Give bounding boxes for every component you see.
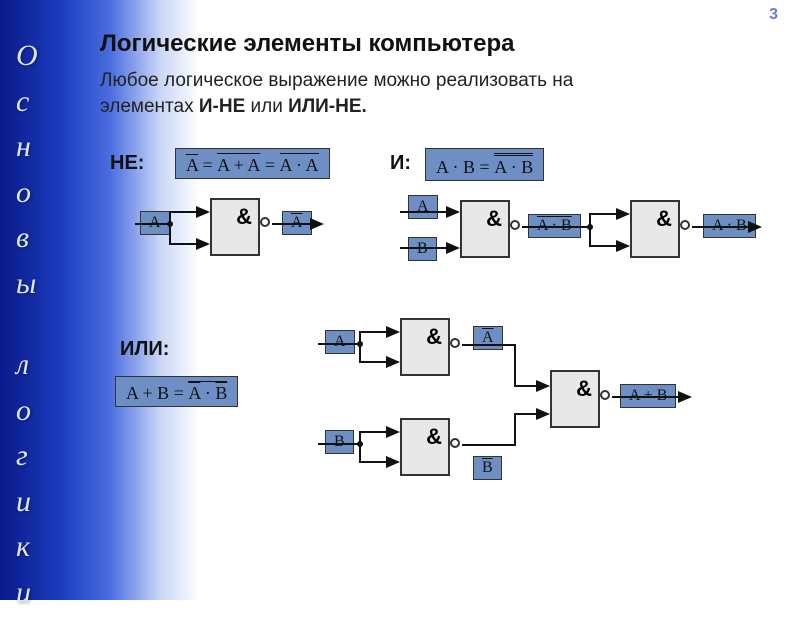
sidebar-letter: о (16, 395, 38, 427)
section-and: И: (390, 152, 411, 175)
formula-and: A · B = A · B (425, 148, 544, 181)
sig-A: A (408, 195, 438, 219)
subtitle-text: или (245, 96, 288, 117)
gate-and1: & (460, 200, 510, 258)
junction-dot (587, 224, 593, 230)
sidebar-letter: л (16, 349, 38, 381)
sidebar-letter: и (16, 486, 38, 518)
sig-Abar: A (473, 326, 503, 350)
sidebar-letter: ы (16, 268, 38, 300)
sig-ApB: A + B (620, 384, 676, 408)
junction-dot (167, 221, 173, 227)
bubble-icon (450, 338, 460, 348)
section-or: ИЛИ: (120, 338, 169, 361)
sig-B: B (325, 430, 354, 454)
sig-Bbar: B (473, 456, 502, 480)
bubble-icon (260, 217, 270, 227)
sig-A: A (325, 330, 355, 354)
sidebar-letter: н (16, 131, 38, 163)
sidebar-letter: с (16, 86, 38, 118)
gate-or-bot: & (400, 418, 450, 476)
sidebar-letter: г (16, 440, 38, 472)
gate-or-out: & (550, 370, 600, 428)
sig-Abar: A (282, 211, 312, 235)
bubble-icon (510, 220, 520, 230)
sig-AB: A · B (703, 214, 756, 238)
junction-dot (357, 341, 363, 347)
sidebar-letter: О (16, 40, 38, 72)
subtitle-bold: И-НЕ (199, 96, 245, 117)
sig-A: A (140, 211, 170, 235)
formula-not: A = A + A = A · A (175, 148, 330, 179)
bubble-icon (450, 438, 460, 448)
bubble-icon (680, 220, 690, 230)
section-not: НЕ: (110, 152, 144, 175)
sig-ABbar: A · B (528, 214, 581, 238)
subtitle: Любое логическое выражение можно реализо… (100, 68, 660, 119)
gate-or-top: & (400, 318, 450, 376)
sidebar-title: О с н о в ы л о г и к и (16, 40, 38, 622)
subtitle-bold: ИЛИ-НЕ. (288, 96, 367, 117)
bubble-icon (600, 390, 610, 400)
page-title: Логические элементы компьютера (100, 30, 515, 58)
sidebar-letter: к (16, 531, 38, 563)
content: Логические элементы компьютера Любое лог… (100, 0, 800, 600)
sidebar-letter: и (16, 577, 38, 609)
page-number: 3 (769, 6, 778, 24)
junction-dot (357, 441, 363, 447)
sidebar-letter: в (16, 222, 38, 254)
sidebar-letter: о (16, 177, 38, 209)
gate-and2: & (630, 200, 680, 258)
gate-not: & (210, 198, 260, 256)
formula-or: A + B = A · B (115, 376, 238, 407)
sig-B: B (408, 237, 437, 261)
